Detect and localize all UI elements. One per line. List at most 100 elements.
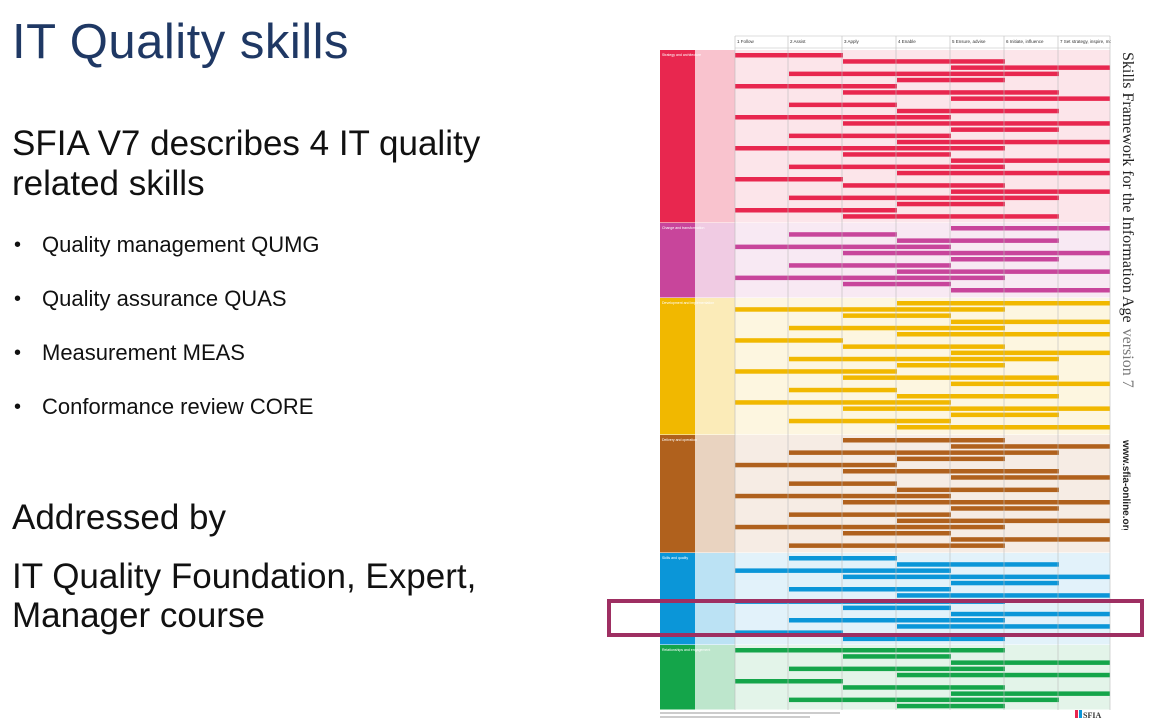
- skill-bar: [897, 672, 1110, 678]
- skill-bar: [897, 394, 1059, 399]
- skill-bar: [843, 90, 1059, 95]
- skill-bar: [951, 350, 1110, 356]
- skill-bar: [789, 263, 951, 268]
- category-band: [660, 298, 695, 435]
- skill-bar: [951, 319, 1110, 325]
- skill-bar: [789, 325, 1005, 331]
- skill-bar: [951, 226, 1110, 231]
- skill-bar: [897, 487, 1059, 493]
- skill-bar: [951, 580, 1059, 586]
- category-label: Strategy and architecture: [662, 53, 701, 57]
- skill-bar: [735, 630, 843, 635]
- skill-bar: [789, 587, 951, 592]
- category-label: Change and transformation: [662, 226, 704, 230]
- skill-bar: [897, 170, 1110, 176]
- category-band: [660, 645, 695, 710]
- level-header: 2 Assist: [790, 39, 806, 44]
- skill-bar: [951, 506, 1059, 511]
- logo-mark: [1075, 710, 1078, 718]
- skill-bar: [735, 524, 1005, 530]
- skill-bar: [843, 574, 1110, 580]
- skill-bar: [789, 195, 1059, 201]
- skill-bar: [789, 450, 1059, 455]
- skill-bar: [843, 531, 951, 536]
- skill-bar: [789, 356, 1059, 362]
- subcategory-column: [695, 50, 735, 223]
- skill-bar: [789, 133, 951, 139]
- skill-bar: [735, 146, 1005, 151]
- skill-bar: [897, 238, 1059, 243]
- skill-bar: [843, 59, 1005, 64]
- category-label: Development and implementation: [662, 301, 714, 305]
- skill-bar: [951, 288, 1110, 293]
- subcategory-column: [695, 645, 735, 710]
- skill-bar: [897, 593, 1110, 598]
- skill-bar: [789, 387, 897, 393]
- skill-bar: [897, 201, 1005, 207]
- skill-bar: [735, 275, 1005, 281]
- category-band: [660, 50, 695, 223]
- skill-bar: [951, 412, 1059, 418]
- slide-title: IT Quality skills: [12, 15, 350, 69]
- skill-bar: [897, 562, 1059, 567]
- skill-bar: [735, 462, 897, 468]
- level-header: 5 Ensure, advise: [952, 39, 986, 44]
- poster-side-title: Skills Framework for the Information Age…: [1119, 52, 1136, 388]
- skill-bar: [789, 102, 897, 108]
- skill-bar: [951, 381, 1110, 387]
- skill-bar: [843, 375, 1059, 380]
- skill-bar: [735, 338, 843, 343]
- poster-website-text: www.sfia-online.org: [1120, 440, 1131, 530]
- list-item: Measurement MEAS: [14, 340, 320, 394]
- skill-bar: [843, 685, 1005, 690]
- skill-bar: [735, 307, 1005, 312]
- subtitle-line-2: related skills: [12, 164, 205, 204]
- skill-bar: [789, 418, 951, 424]
- skill-bar: [951, 189, 1110, 194]
- skill-bar: [843, 636, 1005, 642]
- skill-bar: [897, 518, 1110, 524]
- skill-bar: [789, 232, 897, 237]
- skill-bar: [951, 537, 1110, 542]
- sfia-logo: SFIA: [1083, 711, 1101, 720]
- skill-bar: [735, 84, 897, 89]
- skill-bar: [897, 456, 1005, 462]
- skill-bar: [735, 493, 951, 499]
- skill-bar: [735, 369, 897, 374]
- skill-bar: [843, 121, 1110, 126]
- course-line-2: Manager course: [12, 595, 265, 635]
- level-header: 3 Apply: [844, 39, 860, 44]
- skill-bar: [789, 666, 1005, 672]
- slide-subtitle: SFIA V7 describes 4 IT quality related s…: [12, 124, 552, 205]
- addressed-by-heading: Addressed by: [12, 498, 227, 537]
- subcategory-column: [695, 435, 735, 553]
- skill-bar: [843, 281, 951, 287]
- quality-skills-highlight-box: [607, 599, 1144, 637]
- skill-bar: [843, 214, 1059, 219]
- skill-bar: [843, 469, 1059, 474]
- footer-text-line: [660, 712, 840, 714]
- skill-bar: [897, 703, 1005, 709]
- level-header: 4 Enable: [898, 39, 916, 44]
- course-line-1: IT Quality Foundation, Expert,: [12, 557, 477, 596]
- skill-bar: [951, 691, 1110, 696]
- skill-bar: [735, 177, 843, 182]
- skill-bar: [843, 605, 951, 611]
- poster-website: www.sfia-online.org: [1120, 440, 1131, 530]
- skill-bar: [789, 697, 1059, 703]
- skill-bar: [951, 96, 1110, 101]
- skill-bar: [789, 512, 951, 517]
- skill-bar: [789, 556, 897, 561]
- list-item: Quality assurance QUAS: [14, 286, 320, 340]
- skill-bar: [897, 332, 1110, 337]
- poster-title-text: Skills Framework for the Information Age…: [1119, 52, 1136, 388]
- skill-bar: [735, 244, 951, 250]
- skill-bar: [951, 611, 1110, 617]
- level-header: 7 Set strategy, inspire, mobilise: [1060, 39, 1111, 44]
- skill-bar: [843, 654, 951, 659]
- skill-bar: [951, 257, 1059, 262]
- skill-bar: [897, 624, 1110, 629]
- category-band: [660, 223, 695, 298]
- skill-bar: [951, 127, 1059, 132]
- logo-mark: [1079, 710, 1082, 718]
